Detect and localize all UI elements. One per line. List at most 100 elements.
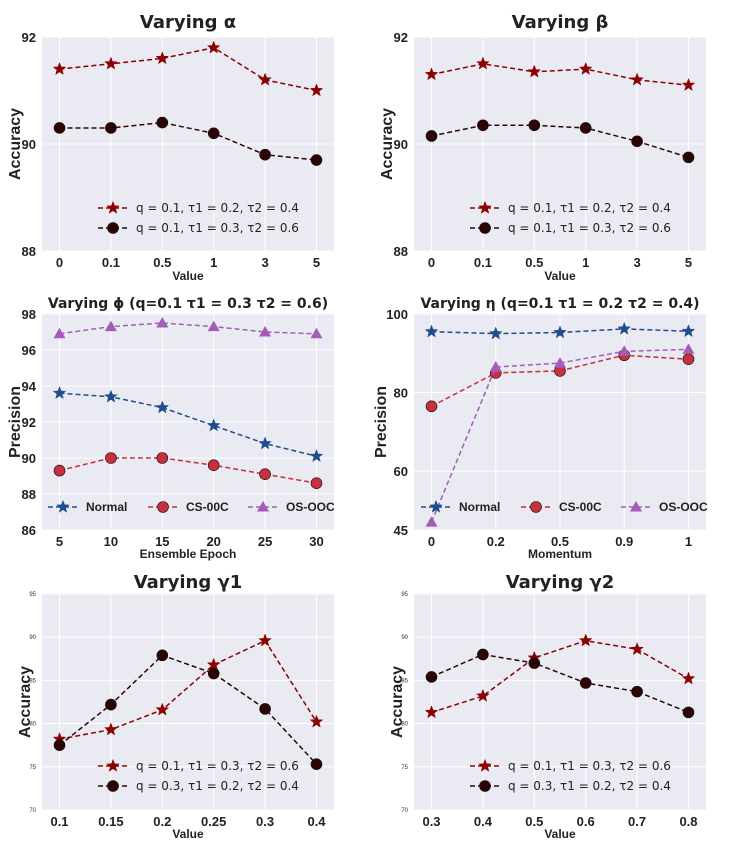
x-tick-label: 5 [685,255,692,270]
data-point [488,326,503,340]
y-tick-label: 95 [401,592,408,598]
data-point [310,327,323,339]
legend-label: Normal [459,500,500,514]
data-point [528,119,541,132]
data-point [156,452,169,464]
x-tick-label: 0.5 [525,814,543,829]
data-point [259,703,271,715]
data-point [579,122,592,134]
legend-marker [530,501,542,513]
chart-title: Varying η (q=0.1 τ1 = 0.2 τ2 = 0.4) [420,296,699,312]
chart-title: Varying γ1 [134,572,243,593]
data-point [681,671,696,685]
data-point [477,119,489,132]
legend-entry: Normal [48,499,127,514]
x-tick-label: 1 [582,255,589,270]
data-point [53,739,66,752]
legend-entry: q = 0.1, τ1 = 0.3, τ2 = 0.6 [470,758,671,773]
data-point [630,72,644,86]
data-point [425,400,438,413]
y-tick-label: 90 [401,635,408,641]
chart-panel-6: 70 75 80 85 90 95 0.3 0.4 0.5 0.6 0.7 0.8 Varying γ2… [389,572,706,841]
x-tick-label: 1 [210,255,217,270]
x-tick-label: 0.3 [256,814,274,829]
data-point [207,127,220,140]
data-point [425,130,438,142]
x-tick-label: 3 [633,255,640,270]
x-axis-label: Ensemble Epoch [140,547,237,561]
data-point [156,116,169,129]
x-tick-label: 0.5 [525,255,543,270]
legend-entry: Normal [421,499,500,514]
data-point [206,657,221,671]
legend-marker [479,222,491,234]
data-point [156,317,169,328]
data-point [631,135,643,148]
data-point [309,448,324,463]
chart-panel-3: 86 88 90 92 94 96 98 5 10 15 20 25 30 Varying ϕ (q=0.… [7,296,335,561]
x-tick-label: 0.2 [153,814,171,829]
chart-panel-5: 70 75 80 85 90 95 0.1 0.15 0.2 0.25 0.3 0.4 Varying … [17,572,334,841]
x-tick-label: 0.6 [577,814,595,829]
legend-label: CS-00C [559,500,602,514]
x-tick-label: 0.1 [474,255,492,270]
legend-label: OS-OOC [286,500,335,514]
y-tick-label: 80 [394,386,408,401]
series-line-1 [59,46,317,92]
legend-marker [429,499,443,513]
y-tick-label: 98 [22,307,36,322]
y-tick-label: 86 [22,523,36,538]
y-tick-label: 85 [401,678,408,684]
data-point [554,357,566,368]
data-point [309,83,324,97]
x-tick-label: 0.5 [551,534,569,549]
x-tick-label: 15 [155,534,169,549]
data-point [579,677,592,689]
x-tick-label: 0.15 [98,814,123,829]
y-tick-label: 95 [29,592,36,598]
data-point [617,321,632,335]
y-axis-label: Accuracy [7,108,24,180]
legend-label: CS-00C [186,500,229,514]
data-point [489,361,502,372]
data-point [105,698,117,711]
series-line-2 [59,457,317,484]
data-point [630,642,644,656]
data-point [310,154,323,166]
y-tick-label: 60 [394,464,408,479]
y-tick-label: 75 [29,765,36,771]
legend-marker [257,501,269,512]
data-point [553,325,567,339]
legend-entry: q = 0.3, τ1 = 0.2, τ2 = 0.4 [470,779,671,793]
chart-panel-4: 45 60 80 100 0 0.2 0.5 0.9 1 Varying η (q=0.1 τ1 … [373,296,708,561]
x-tick-label: 0.25 [201,814,226,829]
legend-entry: q = 0.1, τ1 = 0.3, τ2 = 0.6 [470,221,671,235]
data-point [578,61,593,75]
x-tick-label: 0.2 [487,534,505,549]
series-line-2 [59,654,318,765]
data-point [104,389,118,403]
legend-marker [106,200,120,214]
series-line-2 [59,121,317,161]
x-tick-label: 30 [309,534,323,549]
data-point [53,327,66,339]
data-point [527,64,542,78]
data-point [259,468,271,481]
x-tick-label: 0.1 [102,255,120,270]
data-point [105,122,117,134]
chart-title: Varying β [512,12,609,33]
x-tick-label: 5 [56,534,63,549]
y-tick-label: 88 [22,244,36,259]
y-tick-label: 96 [22,343,36,358]
y-axis-label: Accuracy [389,666,406,738]
series-line-1 [59,392,317,457]
data-point [259,326,272,337]
series-line-1 [431,63,689,86]
legend-label: q = 0.1, τ1 = 0.3, τ2 = 0.6 [508,759,671,773]
data-point [258,633,272,647]
legend-label: OS-OOC [659,500,708,514]
legend-marker [107,780,119,792]
data-point [682,706,695,719]
y-tick-label: 70 [29,808,36,814]
legend-label: q = 0.1, τ1 = 0.3, τ2 = 0.6 [136,759,299,773]
